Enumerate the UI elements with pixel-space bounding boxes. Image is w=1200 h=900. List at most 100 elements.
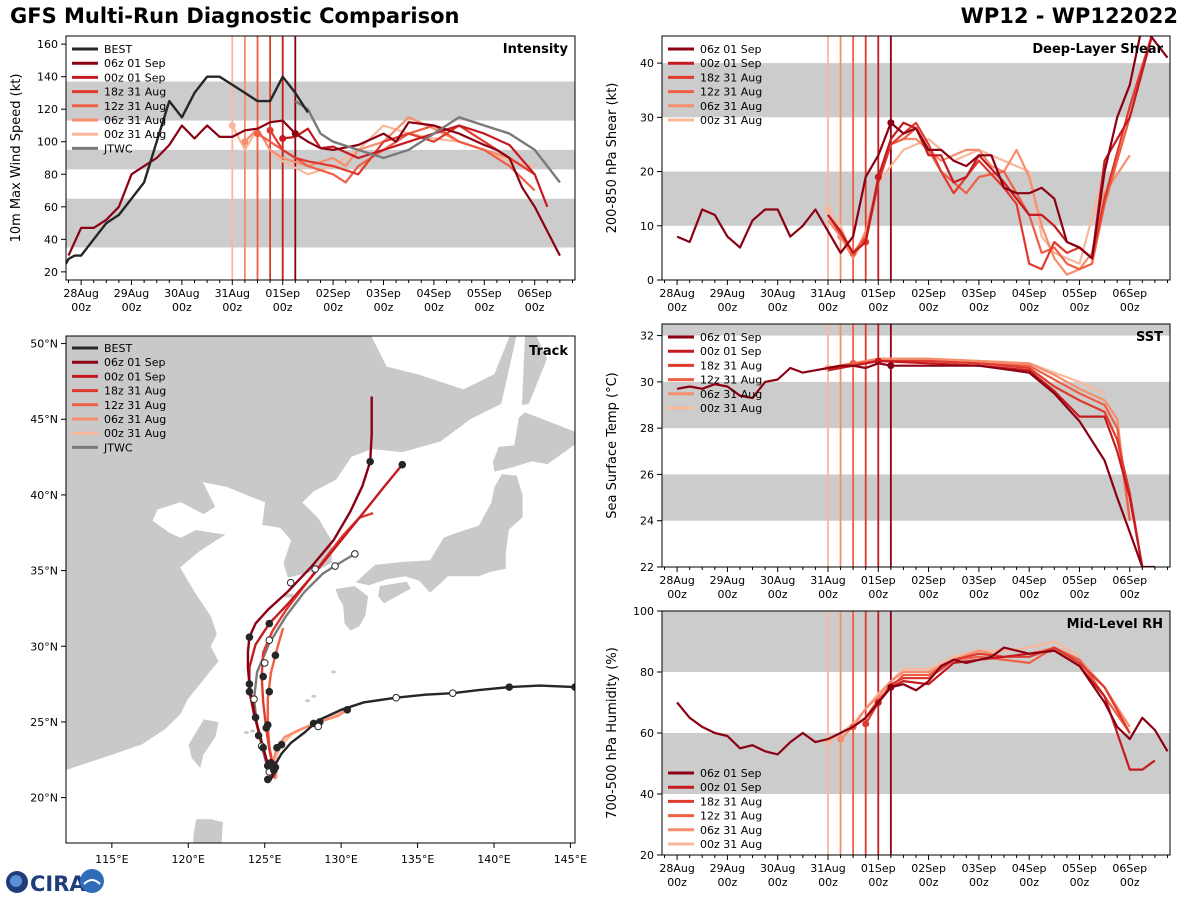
- land-shikoku: [377, 580, 412, 605]
- sst-band: [662, 324, 1170, 336]
- shear-xtick-day: 03Sep: [962, 287, 997, 300]
- intensity-xtick-day: 31Aug: [215, 287, 250, 300]
- track-marker-06z-01-sep: [366, 457, 374, 466]
- track-xtick-label: 120°E: [172, 853, 205, 866]
- track-ytick-label: 40°N: [30, 489, 58, 502]
- track-marker-jtwc: [331, 562, 339, 570]
- rh-xtick-day: 03Sep: [962, 862, 997, 875]
- rh-xtick-day: 04Sep: [1012, 862, 1047, 875]
- shear-xtick-hour: 00z: [1120, 301, 1140, 314]
- rh-xtick-day: 29Aug: [710, 862, 745, 875]
- intensity-ytick-label: 60: [44, 201, 58, 214]
- sst-xtick-day: 05Sep: [1062, 574, 1097, 587]
- shear-xtick-day: 06Sep: [1112, 287, 1147, 300]
- intensity-xtick-day: 04Sep: [417, 287, 452, 300]
- sst-xtick-day: 06Sep: [1112, 574, 1147, 587]
- shear-xtick-day: 29Aug: [710, 287, 745, 300]
- intensity-init-dot-12z-31-aug: [254, 130, 262, 138]
- track-ytick-label: 25°N: [30, 716, 58, 729]
- intensity-legend-label: JTWC: [103, 142, 133, 155]
- track-marker-best: [505, 683, 514, 691]
- intensity-ytick-label: 140: [37, 71, 58, 84]
- track-marker-06z-01-sep: [245, 633, 254, 641]
- track-marker-00z-01-sep: [245, 687, 254, 696]
- track-marker-12z-31-aug: [265, 687, 274, 696]
- rh-ytick-label: 60: [640, 727, 654, 740]
- intensity-xtick-day: 05Sep: [467, 287, 502, 300]
- sst-series-group: [676, 357, 1155, 567]
- track-frame: [65, 335, 576, 844]
- track-legend-label: 18z 31 Aug: [104, 385, 166, 398]
- track-legend-label: 00z 01 Sep: [104, 370, 166, 383]
- track-legend-label: 00z 31 Aug: [104, 427, 166, 440]
- land-taiwan: [187, 718, 220, 770]
- sst-ytick-label: 32: [640, 330, 654, 343]
- sst-xtick-day: 04Sep: [1012, 574, 1047, 587]
- shear-init-dot-06z-01-sep: [887, 119, 895, 127]
- sst-legend-label: 06z 31 Aug: [700, 388, 762, 401]
- track-legend-label: BEST: [104, 342, 132, 355]
- shear-series-06z-01-sep: [676, 36, 1169, 260]
- shear-ytick-label: 30: [640, 111, 654, 124]
- shear-legend-label: 00z 01 Sep: [700, 57, 762, 70]
- shear-xtick-day: 02Sep: [911, 287, 946, 300]
- intensity-series-group: [66, 75, 561, 265]
- track-marker-best: [448, 689, 457, 697]
- shear-band: [662, 171, 1170, 226]
- shear-series-18z-31-aug: [827, 36, 1153, 271]
- shear-xtick-day: 31Aug: [810, 287, 845, 300]
- shear-xtick-day: 01Sep: [861, 287, 896, 300]
- sst-xtick-hour: 00z: [1120, 588, 1140, 601]
- intensity-band: [66, 149, 575, 170]
- storm-id-title: WP12 - WP122022: [960, 4, 1178, 28]
- intensity-ytick-label: 20: [44, 266, 58, 279]
- sst-xtick-hour: 00z: [818, 588, 838, 601]
- rh-ytick-label: 20: [640, 849, 654, 862]
- intensity-series-jtwc: [294, 100, 561, 184]
- shear-legend-label: 12z 31 Aug: [700, 86, 762, 99]
- rh-xtick-day: 01Sep: [861, 862, 896, 875]
- shear-xtick-day: 28Aug: [659, 287, 694, 300]
- intensity-ylabel: 10m Max Wind Speed (kt): [9, 74, 24, 243]
- sst-init-dot-06z-01-sep: [887, 362, 895, 370]
- sst-xtick-day: 01Sep: [861, 574, 896, 587]
- intensity-xtick-day: 02Sep: [316, 287, 351, 300]
- land-ryukyu-islet: [305, 699, 311, 703]
- shear-xtick-hour: 00z: [768, 301, 788, 314]
- sst-series-06z-31-aug: [827, 357, 1131, 521]
- intensity-series-00z-01-sep: [282, 124, 549, 208]
- rh-xtick-hour: 00z: [717, 876, 737, 889]
- shear-ytick-label: 20: [640, 166, 654, 179]
- track-marker-18z-31-aug: [259, 672, 267, 681]
- land-luzon: [192, 818, 224, 843]
- intensity-xtick-hour: 00z: [71, 301, 91, 314]
- rh-ytick-label: 40: [640, 788, 654, 801]
- land-ryukyu-islet: [311, 694, 317, 698]
- intensity-xtick-hour: 00z: [122, 301, 142, 314]
- shear-xtick-day: 05Sep: [1062, 287, 1097, 300]
- rh-xtick-day: 28Aug: [659, 862, 694, 875]
- track-xtick-label: 125°E: [248, 853, 281, 866]
- sst-ytick-label: 28: [640, 422, 654, 435]
- sst-xtick-hour: 00z: [768, 588, 788, 601]
- intensity-series-18z-31-aug: [269, 124, 536, 176]
- track-map-group: [66, 336, 575, 843]
- sst-ytick-label: 30: [640, 376, 654, 389]
- intensity-xtick-day: 30Aug: [164, 287, 199, 300]
- sst-xtick-hour: 00z: [919, 588, 939, 601]
- intensity-init-dot-00z-01-sep: [279, 134, 287, 142]
- sst-legend-label: 00z 31 Aug: [700, 402, 762, 415]
- shear-title: Deep-Layer Shear: [1032, 42, 1163, 57]
- sst-xtick-hour: 00z: [969, 588, 989, 601]
- track-xtick-label: 135°E: [401, 853, 434, 866]
- rh-legend-label: 18z 31 Aug: [700, 795, 762, 808]
- sst-xtick-hour: 00z: [667, 588, 687, 601]
- intensity-init-dot-06z-01-sep: [291, 130, 299, 138]
- shear-legend-label: 18z 31 Aug: [700, 71, 762, 84]
- intensity-legend-label: 06z 01 Sep: [104, 57, 166, 70]
- rh-series-06z-01-sep: [676, 646, 1169, 756]
- sst-ytick-label: 24: [640, 515, 654, 528]
